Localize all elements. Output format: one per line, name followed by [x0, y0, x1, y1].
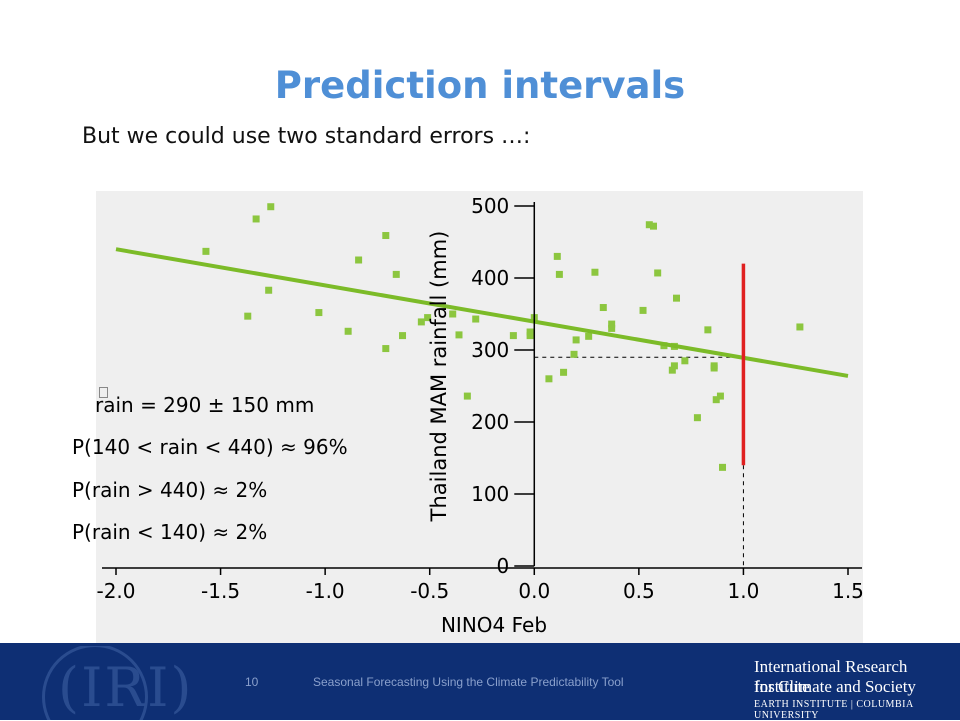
data-point — [526, 328, 534, 336]
data-point — [553, 252, 561, 260]
data-point — [382, 232, 390, 240]
x-tick-label: -1.5 — [201, 579, 240, 603]
data-point — [591, 268, 599, 276]
data-point — [796, 323, 804, 331]
scatter-chart: 0 100 200 300 400 500 -2.0 -1.5 -1.0 -0.5 0.0 0.5 1.… — [96, 194, 863, 637]
data-point — [649, 222, 657, 230]
x-tick-label: -2.0 — [96, 579, 135, 603]
data-point — [560, 368, 568, 376]
iri-logo: (IRI) — [24, 646, 214, 720]
y-tick-label: 0 — [497, 554, 510, 578]
x-tick-label: 0.0 — [518, 579, 550, 603]
data-point — [399, 332, 407, 340]
data-point — [654, 269, 662, 277]
data-point — [509, 332, 517, 340]
y-tick-label: 400 — [471, 266, 509, 290]
data-point — [585, 332, 593, 340]
data-point — [681, 357, 689, 365]
equation-prob-within: P(140 < rain < 440) ≈ 96% — [72, 435, 348, 459]
slide-subtitle: But we could use two standard errors …: — [82, 124, 531, 149]
data-point — [668, 366, 676, 374]
y-tick-label: 200 — [471, 410, 509, 434]
x-tick-label: -1.0 — [306, 579, 345, 603]
data-point — [449, 310, 457, 318]
org-name-line1: International Research Institute — [754, 657, 908, 696]
slide-title: Prediction intervals — [274, 64, 686, 107]
data-point — [202, 247, 210, 255]
footer-caption: Seasonal Forecasting Using the Climate P… — [313, 675, 624, 689]
data-point — [645, 221, 653, 229]
equation-prob-below: P(rain < 140) ≈ 2% — [72, 520, 268, 544]
chart-panel: 0 100 200 300 400 500 -2.0 -1.5 -1.0 -0.5 0.0 0.5 1.… — [96, 191, 863, 643]
data-point — [417, 318, 425, 326]
y-axis-label: Thailand MAM rainfall (mm) — [427, 231, 451, 523]
data-point — [716, 392, 724, 400]
data-point — [712, 396, 720, 404]
data-point — [693, 414, 701, 422]
data-point — [472, 315, 480, 323]
equation-prob-above: P(rain > 440) ≈ 2% — [72, 478, 268, 502]
data-point — [639, 306, 647, 314]
y-tick-label: 100 — [471, 482, 509, 506]
data-point — [463, 392, 471, 400]
data-point — [545, 375, 553, 383]
y-tick-label: 500 — [471, 194, 509, 218]
data-point — [355, 256, 363, 264]
data-point — [315, 309, 323, 317]
logo-mark: (IRI) — [58, 656, 194, 719]
data-point — [244, 312, 252, 320]
org-affiliation: EARTH INSTITUTE | COLUMBIA UNIVERSITY — [754, 699, 914, 721]
data-point — [526, 332, 534, 340]
data-point — [392, 270, 400, 278]
data-point — [424, 314, 432, 322]
data-point — [608, 320, 616, 328]
slide-number: 10 — [245, 675, 259, 689]
regression-line — [115, 247, 849, 378]
data-point — [555, 270, 563, 278]
data-point — [382, 345, 390, 353]
x-tick-label: 0.5 — [623, 579, 655, 603]
data-point — [719, 463, 727, 471]
data-point — [265, 286, 273, 294]
x-tick-label: -0.5 — [410, 579, 449, 603]
equation-placeholder-icon — [99, 387, 108, 398]
data-point — [599, 304, 607, 312]
data-point — [267, 203, 275, 211]
data-point — [670, 362, 678, 370]
data-point — [455, 331, 463, 339]
data-point — [704, 326, 712, 334]
data-point — [608, 324, 616, 332]
data-point — [710, 362, 718, 370]
x-tick-label: 1.5 — [832, 579, 863, 603]
data-point — [673, 294, 681, 302]
data-point — [344, 327, 352, 335]
data-point — [570, 350, 578, 358]
y-tick-label: 300 — [471, 338, 509, 362]
org-name-line2: for Climate and Society — [754, 677, 916, 696]
equation-rain-interval: rain = 290 ± 150 mm — [95, 393, 315, 417]
data-point — [572, 336, 580, 344]
footer-bar: (IRI) 10 Seasonal Forecasting Using the … — [0, 643, 960, 721]
x-axis-label: NINO4 Feb — [441, 613, 547, 637]
data-point — [252, 215, 260, 223]
x-tick-label: 1.0 — [728, 579, 760, 603]
